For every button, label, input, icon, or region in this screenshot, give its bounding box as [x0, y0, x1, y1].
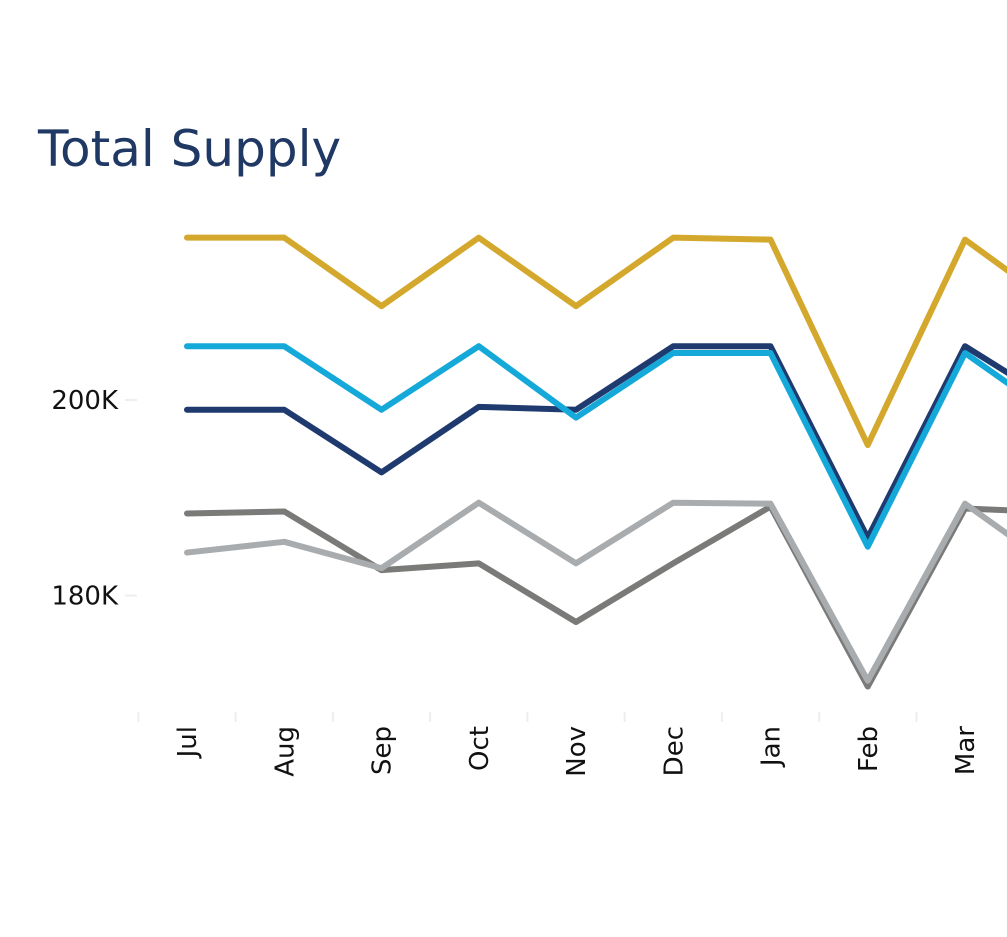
y-tick-label: 180K [51, 582, 119, 612]
x-tick-label: Oct [465, 726, 495, 771]
x-tick-label: Nov [562, 726, 592, 777]
x-tick-label: Jan [757, 726, 787, 768]
x-tick-label: Mar [951, 726, 981, 775]
series-line-2 [184, 343, 1007, 541]
y-tick-label: 200K [51, 386, 119, 416]
series-line-3 [184, 343, 1007, 550]
x-tick-label: Aug [270, 726, 300, 777]
series-line-4 [184, 503, 1007, 690]
series-line-5 [184, 499, 1007, 684]
x-tick-label: Jul [173, 726, 203, 759]
x-tick-label: Dec [659, 726, 689, 776]
x-tick-label: Sep [368, 726, 398, 775]
x-tick-label: Feb [854, 726, 884, 772]
series-line-1 [184, 234, 1007, 448]
chart-title: Total Supply [38, 120, 342, 178]
